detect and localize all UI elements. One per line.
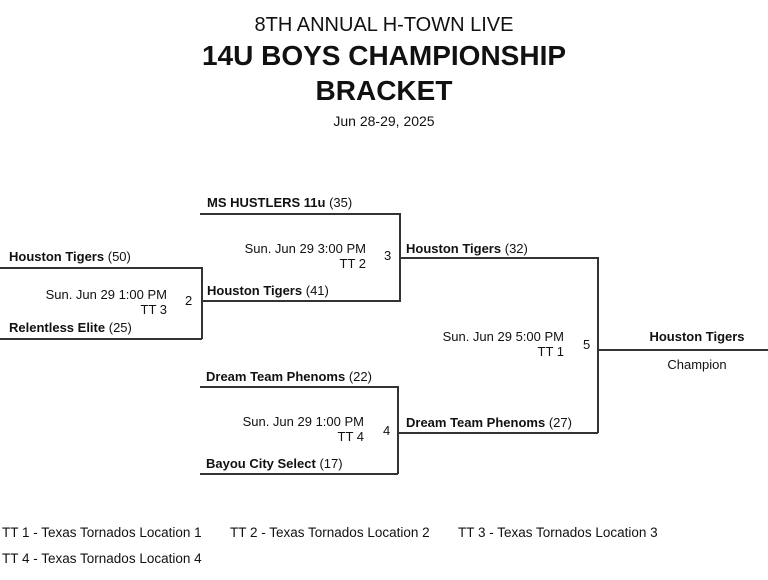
location-legend-item: TT 2 - Texas Tornados Location 2 (230, 525, 430, 540)
team-slot[interactable]: Bayou City Select (17) (206, 456, 343, 471)
bracket-line (200, 386, 398, 388)
event-title: 8TH ANNUAL H-TOWN LIVE (254, 14, 514, 36)
game-info: Sun. Jun 29 5:00 PM TT 1 (442, 329, 564, 359)
division-title: 14U BOYS CHAMPIONSHIP (201, 40, 567, 71)
game-number: 3 (384, 248, 392, 263)
location-legend-item: TT 1 - Texas Tornados Location 1 (2, 525, 202, 540)
location-legend-item: TT 3 - Texas Tornados Location 3 (458, 525, 658, 540)
team-slot[interactable]: Houston Tigers (32) (406, 241, 528, 256)
champion-label: Champion (667, 357, 727, 372)
bracket-line (397, 386, 399, 474)
bracket-line (597, 349, 768, 351)
game-number: 4 (383, 423, 391, 438)
team-slot[interactable]: Dream Team Phenoms (27) (406, 415, 572, 430)
team-slot[interactable]: Relentless Elite (25) (9, 320, 132, 335)
bracket-line (0, 338, 202, 340)
event-dates: Jun 28-29, 2025 (333, 113, 435, 129)
team-slot[interactable]: MS HUSTLERS 11u (35) (207, 195, 353, 210)
bracket-line (201, 267, 203, 339)
bracket-line (200, 473, 398, 475)
bracket-line (397, 432, 598, 434)
team-slot[interactable]: Dream Team Phenoms (22) (206, 369, 372, 384)
game-number: 2 (185, 293, 193, 308)
bracket-line (200, 213, 400, 215)
game-info: Sun. Jun 29 1:00 PM TT 4 (242, 414, 364, 444)
game-number: 5 (583, 337, 591, 352)
location-legend-item: TT 4 - Texas Tornados Location 4 (2, 551, 202, 566)
game-info: Sun. Jun 29 3:00 PM TT 2 (244, 241, 366, 271)
champion-team[interactable]: Houston Tigers (649, 329, 745, 344)
bracket-title: BRACKET (315, 75, 453, 106)
bracket-line (597, 257, 599, 433)
bracket-line (0, 267, 202, 269)
game-info: Sun. Jun 29 1:00 PM TT 3 (45, 287, 167, 317)
team-slot[interactable]: Houston Tigers (41) (207, 283, 329, 298)
bracket-line (201, 300, 401, 302)
bracket-line (399, 257, 599, 259)
team-slot[interactable]: Houston Tigers (50) (9, 249, 131, 264)
